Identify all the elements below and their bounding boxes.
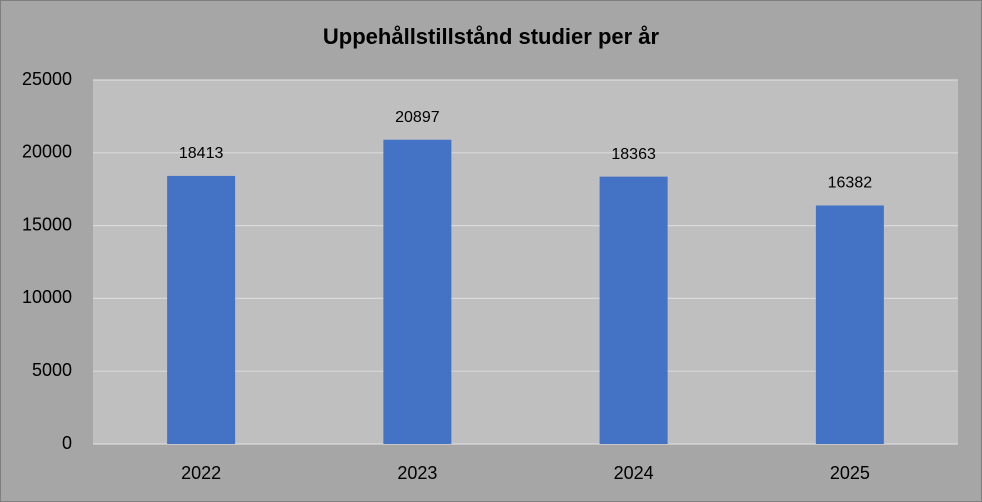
y-tick-label: 5000 [32, 360, 72, 380]
data-label: 16382 [828, 175, 873, 192]
y-tick-label: 10000 [22, 287, 72, 307]
y-tick-label: 25000 [22, 69, 72, 89]
data-label: 18413 [179, 145, 224, 162]
y-tick-label: 0 [62, 433, 72, 453]
chart-title: Uppehållstillstånd studier per år [323, 24, 660, 49]
x-tick-label: 2022 [181, 463, 221, 483]
y-tick-label: 20000 [22, 142, 72, 162]
x-tick-label: 2024 [614, 463, 654, 483]
plot-area [93, 80, 958, 444]
bar [167, 175, 236, 444]
bar [599, 176, 668, 445]
y-tick-label: 15000 [22, 214, 72, 234]
bar [815, 205, 884, 444]
x-tick-label: 2025 [830, 463, 870, 483]
data-label: 20897 [395, 109, 440, 126]
data-label: 18363 [611, 146, 656, 163]
x-tick-label: 2023 [397, 463, 437, 483]
bar [383, 139, 452, 444]
